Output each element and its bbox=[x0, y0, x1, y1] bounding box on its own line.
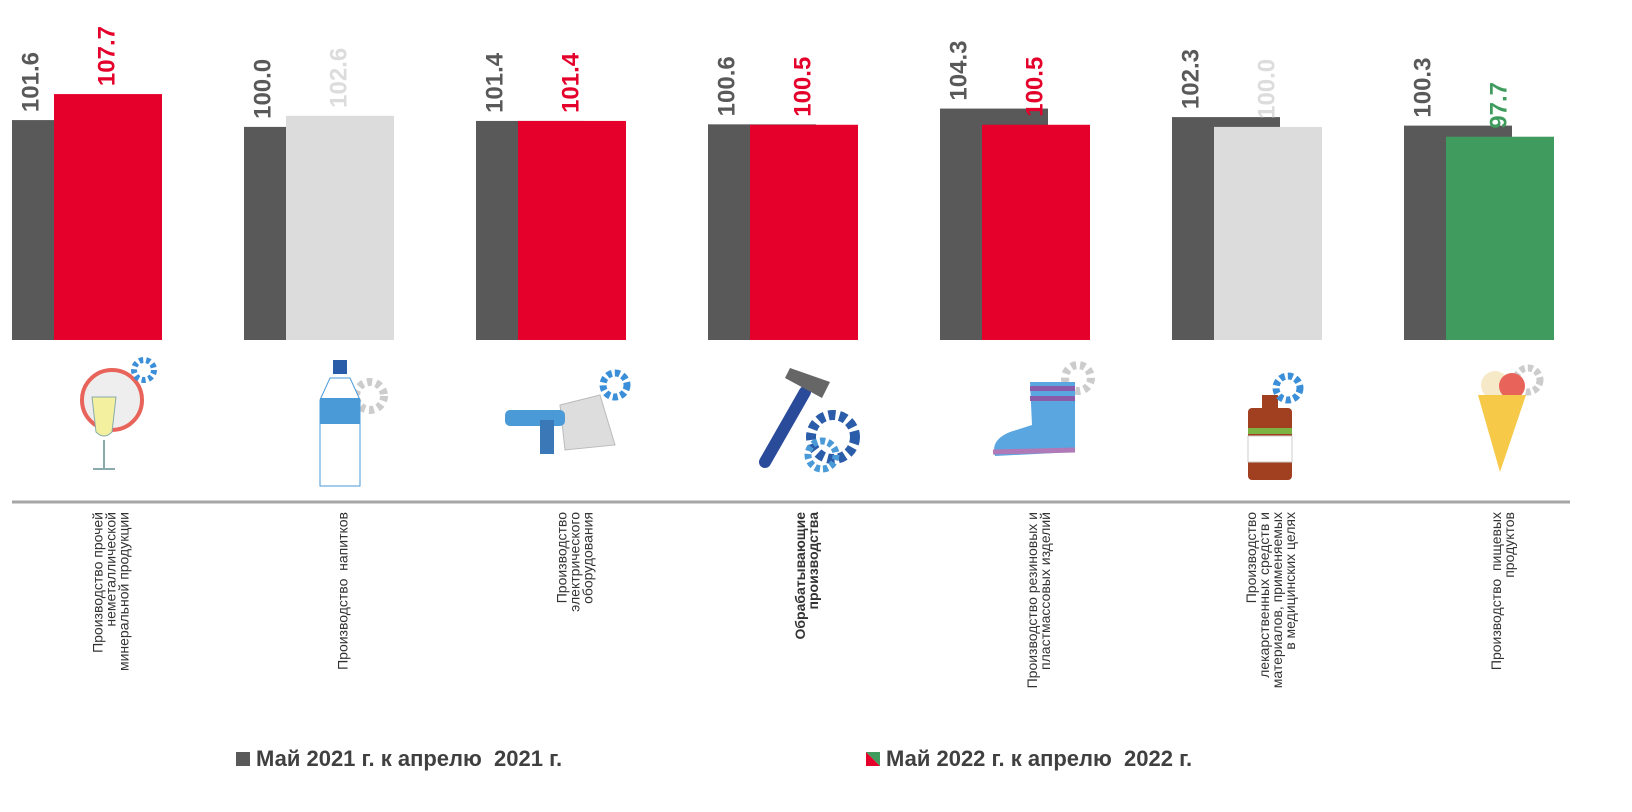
icon-kettle bbox=[505, 373, 627, 454]
icon-icecream bbox=[1478, 368, 1540, 472]
chart: Май 2021 г. к апрелю 2021 г. Май 2022 г.… bbox=[0, 0, 1632, 807]
value-label: 100.6 bbox=[713, 56, 740, 116]
icon-medicine bbox=[1248, 376, 1300, 480]
bar bbox=[518, 121, 626, 340]
legend-label: Май 2022 г. к апрелю 2022 г. bbox=[886, 746, 1192, 771]
value-label: 101.4 bbox=[557, 52, 584, 113]
bar bbox=[1446, 137, 1554, 340]
icons bbox=[82, 360, 1540, 486]
legend-label: Май 2021 г. к апрелю 2021 г. bbox=[256, 746, 562, 771]
category-label: минеральной продукции bbox=[116, 512, 132, 671]
value-label: 101.6 bbox=[17, 52, 44, 112]
icon-tools bbox=[765, 368, 855, 469]
category-label: производства bbox=[805, 512, 821, 610]
legend: Май 2021 г. к апрелю 2021 г. Май 2022 г.… bbox=[236, 746, 1192, 771]
icon-bottle bbox=[320, 360, 384, 486]
value-label: 100.0 bbox=[249, 59, 276, 119]
category-label: продуктов bbox=[1501, 512, 1517, 578]
category-label: Производство напитков bbox=[335, 512, 351, 670]
icon-glass bbox=[82, 360, 154, 469]
value-label: 97.7 bbox=[1485, 82, 1512, 129]
value-label: 100.3 bbox=[1409, 58, 1436, 118]
category-label: пластмассовых изделий bbox=[1037, 512, 1053, 670]
category-label: в медицинских целях bbox=[1282, 512, 1298, 650]
legend-swatch bbox=[236, 752, 250, 766]
bar bbox=[54, 94, 162, 340]
value-label: 100.5 bbox=[1021, 57, 1048, 117]
value-label: 102.6 bbox=[325, 48, 352, 108]
value-label: 100.5 bbox=[789, 57, 816, 117]
bar bbox=[286, 116, 394, 340]
value-label: 102.3 bbox=[1177, 49, 1204, 109]
icon-boot bbox=[993, 365, 1091, 456]
category-label: оборудования bbox=[580, 512, 596, 604]
value-label: 100.0 bbox=[1253, 59, 1280, 119]
bar bbox=[750, 125, 858, 340]
value-label: 101.4 bbox=[481, 52, 508, 113]
bar bbox=[982, 125, 1090, 340]
value-label: 104.3 bbox=[945, 41, 972, 101]
value-label: 107.7 bbox=[93, 26, 120, 86]
bar bbox=[1214, 127, 1322, 340]
